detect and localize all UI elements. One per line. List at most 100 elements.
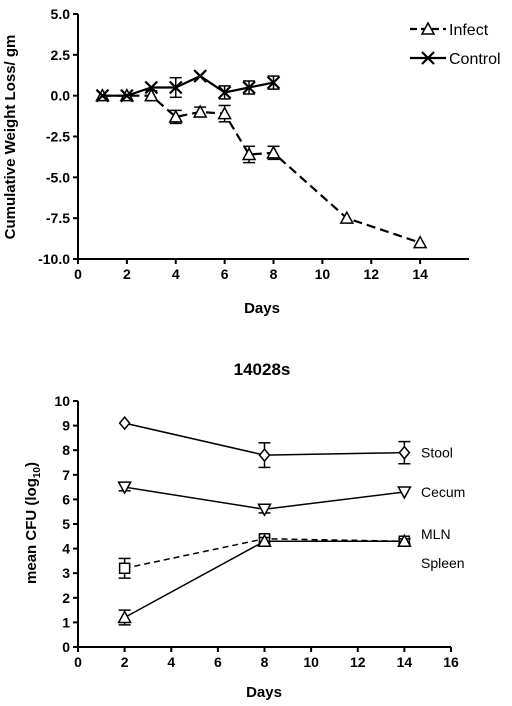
chart2-title: 14028s bbox=[234, 360, 291, 379]
chart1-ytick-label: 5.0 bbox=[51, 6, 71, 22]
chart1-xtick-label: 4 bbox=[172, 266, 180, 282]
chart1-point-control bbox=[217, 85, 232, 100]
chart1-point-infect-shape bbox=[266, 145, 281, 159]
chart1-xtick-label: 10 bbox=[315, 266, 331, 282]
chart2-ytick-label: 4 bbox=[62, 541, 70, 557]
chart1-xtick-label: 8 bbox=[270, 266, 278, 282]
chart1-point-infect-shape bbox=[144, 88, 159, 102]
chart1-point-control bbox=[168, 80, 183, 95]
chart2-ytick-label: 3 bbox=[62, 565, 70, 581]
chart2-ylabel: mean CFU (log10) bbox=[23, 462, 43, 584]
chart2-ytick-label: 2 bbox=[62, 590, 70, 606]
chart2-xtick-label: 12 bbox=[350, 654, 366, 670]
legend-item-control: Control bbox=[410, 51, 501, 68]
chart2-series-stool bbox=[118, 415, 411, 469]
chart2-line-spleen bbox=[124, 540, 405, 619]
chart2-ytick-label: 5 bbox=[62, 516, 70, 532]
chart1-point-infect bbox=[241, 146, 257, 161]
legend-marker-control bbox=[421, 51, 435, 65]
chart2-point-cecum bbox=[397, 486, 412, 500]
chart2-xtick-label: 0 bbox=[74, 654, 82, 670]
cfu-chart: 14028s mean CFU (log10) Days 0 2 4 6 8 10 12 14… bbox=[23, 360, 465, 701]
chart1-point-control bbox=[95, 88, 110, 103]
chart2-xtick-label: 2 bbox=[121, 654, 129, 670]
chart2-ytick-label: 10 bbox=[54, 393, 70, 409]
weight-loss-chart: Cumulative Weight Loss/ gm Days 0 2 4 6 8 10 1… bbox=[2, 6, 501, 317]
chart1-xtick-label: 2 bbox=[123, 266, 131, 282]
chart1-ytick-label: -7.5 bbox=[46, 210, 70, 226]
chart2-point-cecum bbox=[117, 481, 132, 495]
chart1-point-control-stroke-b bbox=[120, 88, 134, 103]
legend-label-infect: Infect bbox=[449, 22, 489, 39]
chart1-ytick-label: 0.0 bbox=[51, 88, 71, 104]
chart2-xtick-label: 6 bbox=[214, 654, 222, 670]
chart1-ylabel: Cumulative Weight Loss/ gm bbox=[2, 35, 19, 240]
series-label-stool: Stool bbox=[421, 445, 453, 461]
chart2-ytick-label: 8 bbox=[62, 442, 70, 458]
chart2-point-spleen bbox=[117, 609, 132, 624]
chart1-point-infect bbox=[266, 145, 281, 159]
chart2-xtick-label: 10 bbox=[303, 654, 319, 670]
chart2-xtick-label: 4 bbox=[167, 654, 175, 670]
chart2-xlabel: Days bbox=[246, 684, 282, 701]
chart2-point-mln bbox=[118, 562, 131, 575]
chart2-point-cecum bbox=[257, 503, 272, 517]
chart2-point-stool-shape bbox=[118, 415, 131, 431]
chart2-ytick-label: 7 bbox=[62, 467, 70, 483]
legend-marker-infect-shape bbox=[420, 21, 436, 35]
chart1-xtick-label: 14 bbox=[412, 266, 428, 282]
chart1-point-infect-shape bbox=[217, 106, 232, 120]
chart2-point-stool-shape bbox=[398, 445, 411, 460]
chart2-point-stool bbox=[118, 415, 131, 431]
chart1-point-infect-shape bbox=[192, 104, 208, 118]
chart1-point-control bbox=[120, 88, 134, 103]
chart1-ytick-label: -5.0 bbox=[46, 169, 70, 185]
legend-label-control: Control bbox=[449, 51, 501, 68]
chart1-ytick-label: -2.5 bbox=[46, 129, 70, 145]
chart1-legend: Infect Control bbox=[410, 21, 501, 68]
chart1-point-infect-shape bbox=[241, 146, 257, 161]
chart2-ytick-label: 0 bbox=[62, 639, 70, 655]
chart2-ytick-label: 6 bbox=[62, 491, 70, 507]
legend-item-infect: Infect bbox=[410, 21, 489, 39]
chart1-xlabel: Days bbox=[244, 300, 280, 317]
chart2-point-spleen bbox=[397, 533, 412, 547]
chart1-point-infect bbox=[412, 235, 428, 249]
chart2-ytick-label: 1 bbox=[62, 614, 70, 630]
chart1-point-control-stroke-b bbox=[168, 80, 183, 95]
chart1-point-infect bbox=[144, 88, 159, 102]
chart2-point-spleen-shape bbox=[397, 533, 412, 547]
legend-marker-control-stroke-b bbox=[421, 51, 435, 65]
chart1-xtick-label: 12 bbox=[363, 266, 379, 282]
chart1-point-control-stroke-b bbox=[266, 75, 281, 90]
chart2-ytick-label: 9 bbox=[62, 418, 70, 434]
chart1-point-infect bbox=[168, 109, 184, 123]
chart2-series-cecum bbox=[117, 481, 412, 517]
chart2-series-spleen bbox=[117, 533, 412, 626]
chart1-ytick-label: -10.0 bbox=[38, 251, 70, 267]
chart1-point-control bbox=[266, 75, 281, 90]
series-label-spleen: Spleen bbox=[421, 555, 465, 571]
chart1-series-control bbox=[95, 69, 281, 103]
chart2-xtick-label: 8 bbox=[261, 654, 269, 670]
chart2-point-stool bbox=[258, 447, 271, 463]
chart1-point-control bbox=[144, 80, 159, 95]
chart1-line-control bbox=[102, 74, 274, 97]
chart1-xtick-label: 0 bbox=[74, 266, 82, 282]
chart2-point-spleen bbox=[257, 533, 272, 547]
chart2-point-cecum-shape bbox=[397, 486, 412, 500]
chart2-point-cecum-shape bbox=[117, 481, 132, 495]
chart1-ytick-label: 2.5 bbox=[51, 47, 71, 63]
chart2-point-mln-shape bbox=[118, 562, 131, 575]
chart1-point-infect-shape bbox=[412, 235, 428, 249]
series-label-cecum: Cecum bbox=[421, 484, 465, 500]
chart1-point-control-stroke-b bbox=[144, 80, 159, 95]
chart1-point-infect bbox=[192, 104, 208, 118]
chart1-point-control-stroke-b bbox=[242, 80, 256, 95]
chart1-point-control-stroke-b bbox=[217, 85, 232, 100]
chart1-point-infect-shape bbox=[168, 109, 184, 123]
chart1-point-infect-shape bbox=[339, 210, 355, 224]
chart1-point-control-stroke-b bbox=[193, 69, 207, 83]
chart2-xtick-label: 14 bbox=[397, 654, 413, 670]
